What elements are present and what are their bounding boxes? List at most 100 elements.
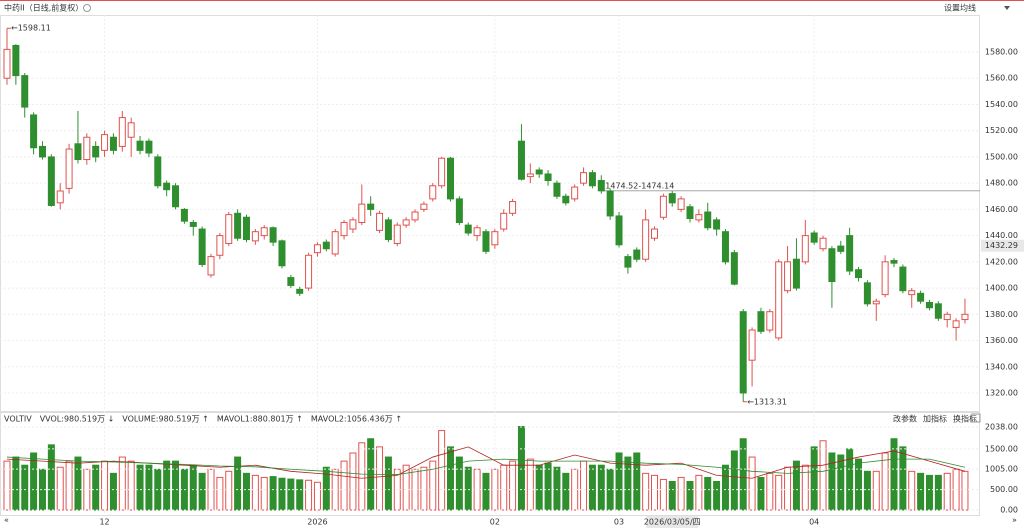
volume-bar (172, 460, 180, 511)
volume-bar (12, 456, 20, 511)
candle-body (721, 231, 729, 263)
candle-body (633, 249, 641, 260)
candle-body (482, 231, 490, 252)
volume-bar (384, 456, 392, 511)
candle-body (473, 227, 481, 237)
candle-body (269, 227, 277, 243)
volume-bar (517, 426, 525, 511)
settings-icon[interactable] (83, 4, 91, 12)
candle-body (145, 140, 153, 154)
volume-bar (420, 466, 428, 511)
volume-bar (686, 480, 694, 511)
volume-bar (943, 472, 951, 511)
volume-bar (730, 450, 738, 511)
candle-body (455, 198, 463, 223)
vol-button[interactable]: 换指标 (953, 414, 977, 424)
cursor-label-box (646, 516, 699, 528)
candle-body (83, 136, 91, 161)
y-tick-label: 1540.00 (985, 100, 1018, 109)
candle-body (65, 148, 73, 189)
candle-body (509, 201, 517, 214)
volume-bar (775, 474, 783, 511)
volume-bar (65, 460, 73, 511)
candle-body (376, 212, 384, 231)
volume-bar (225, 470, 233, 511)
candle-body (12, 44, 20, 77)
candle-body (553, 182, 561, 197)
candle-body (872, 300, 880, 305)
candle-body (340, 221, 348, 237)
vol-button[interactable]: 改参数 (893, 414, 917, 424)
mavol-line (6, 446, 966, 479)
candle-body (491, 231, 499, 246)
volume-bar (216, 476, 224, 511)
candle-body (792, 258, 800, 289)
candle-body (890, 260, 898, 264)
volume-bar (580, 460, 588, 511)
candle-body (30, 114, 38, 149)
y-tick-label: 1560.00 (985, 74, 1018, 83)
volume-bar (863, 470, 871, 511)
candle-body (429, 185, 437, 200)
x-tick-label: 02 (490, 518, 500, 527)
candle-body (74, 143, 82, 161)
candle-body (739, 311, 747, 394)
candle-body (571, 186, 579, 200)
last-price-box (981, 239, 1024, 252)
volume-bar (163, 460, 171, 511)
scroll-right[interactable]: » (1012, 516, 1017, 525)
extreme-label: ←1598.11 (11, 24, 51, 33)
y-tick-label: 1440.00 (985, 231, 1018, 240)
candle-body (3, 48, 11, 79)
volume-bar (828, 452, 836, 511)
volume-bar (269, 476, 277, 511)
candle-body (296, 288, 304, 294)
candle-body (287, 277, 295, 286)
candle-body (38, 145, 46, 158)
candle-body (606, 190, 614, 217)
candle-body (801, 235, 809, 263)
volume-bar (908, 470, 916, 511)
extreme-label: ←1313.31 (747, 397, 787, 406)
volume-bar (624, 456, 632, 511)
candle-body (713, 219, 721, 230)
candle-body (500, 212, 508, 230)
range-label: 1474.52-1474.14 (605, 181, 674, 190)
volume-bar (260, 476, 268, 511)
price-panel (0, 15, 980, 412)
ma-button[interactable]: 设置均线 (944, 3, 976, 13)
vol-button[interactable]: 加指标 (923, 414, 947, 424)
close-box (971, 413, 981, 423)
candle-body (580, 172, 588, 184)
volume-bar (535, 464, 543, 511)
candle-body (837, 245, 845, 252)
volume-bar (402, 464, 410, 511)
candle-body (260, 227, 268, 237)
candle-body (748, 329, 756, 361)
candle-body (447, 157, 454, 200)
volume-bar (597, 464, 605, 511)
volume-bar (792, 460, 800, 511)
scroll-left[interactable]: « (4, 516, 9, 525)
vol-legend: MAVOL1:880.801万 ↑ (217, 415, 303, 424)
candle-body (305, 254, 313, 289)
candle-body (934, 303, 942, 319)
candle-body (651, 228, 659, 239)
candle-body (917, 292, 925, 302)
volume-bar (136, 464, 144, 511)
y-tick-label: 1340.00 (985, 362, 1018, 371)
volume-bar (56, 466, 64, 511)
chart-title: 中药II（日线,前复权） (4, 3, 83, 13)
volume-bar (127, 460, 135, 511)
volume-bar (189, 464, 197, 511)
candle-body (313, 244, 321, 254)
candle-body (358, 203, 366, 223)
volume-bar (837, 454, 845, 511)
candle-body (242, 216, 250, 241)
y-tick-label: 1580.00 (985, 48, 1018, 57)
volume-bar (509, 460, 517, 511)
volume-panel (0, 412, 980, 516)
volume-bar (145, 464, 153, 511)
volume-bar (101, 460, 109, 511)
volume-bar (376, 446, 384, 511)
